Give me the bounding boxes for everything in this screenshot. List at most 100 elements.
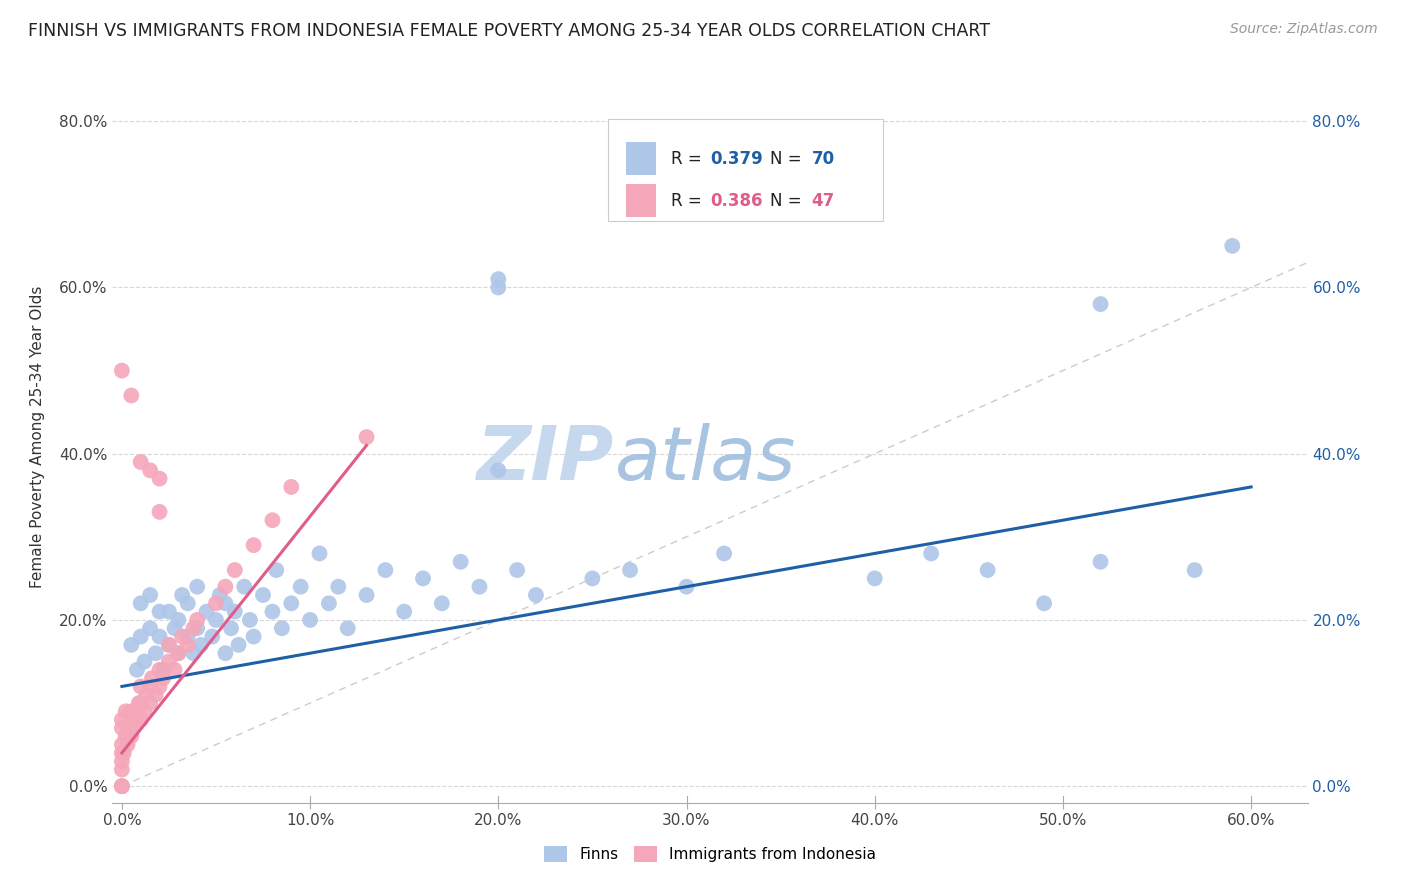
Point bbox=[242, 538, 264, 552]
Point bbox=[299, 613, 322, 627]
Point bbox=[336, 621, 359, 635]
Point bbox=[111, 779, 134, 793]
Point bbox=[145, 646, 167, 660]
Point bbox=[129, 596, 152, 610]
Point bbox=[374, 563, 396, 577]
Point bbox=[111, 746, 134, 760]
Point bbox=[145, 688, 167, 702]
Point bbox=[129, 713, 152, 727]
Text: FINNISH VS IMMIGRANTS FROM INDONESIA FEMALE POVERTY AMONG 25-34 YEAR OLDS CORREL: FINNISH VS IMMIGRANTS FROM INDONESIA FEM… bbox=[28, 22, 990, 40]
Point bbox=[1090, 297, 1112, 311]
Text: Source: ZipAtlas.com: Source: ZipAtlas.com bbox=[1230, 22, 1378, 37]
Text: N =: N = bbox=[770, 192, 807, 210]
Point bbox=[167, 646, 190, 660]
Point bbox=[328, 580, 350, 594]
Point bbox=[205, 613, 228, 627]
Point bbox=[157, 655, 180, 669]
Point bbox=[195, 605, 218, 619]
Text: atlas: atlas bbox=[614, 423, 796, 495]
Point bbox=[111, 738, 134, 752]
FancyBboxPatch shape bbox=[627, 142, 657, 175]
Point bbox=[148, 630, 170, 644]
Point bbox=[167, 646, 190, 660]
Point bbox=[1033, 596, 1056, 610]
Point bbox=[135, 688, 157, 702]
Point bbox=[356, 588, 378, 602]
Point bbox=[111, 713, 134, 727]
Point bbox=[163, 663, 186, 677]
FancyBboxPatch shape bbox=[627, 184, 657, 217]
Point bbox=[124, 713, 146, 727]
Point bbox=[172, 630, 194, 644]
Point bbox=[139, 680, 162, 694]
Point bbox=[139, 696, 162, 710]
Point bbox=[128, 696, 150, 710]
Y-axis label: Female Poverty Among 25-34 Year Olds: Female Poverty Among 25-34 Year Olds bbox=[31, 286, 45, 588]
Point bbox=[152, 663, 174, 677]
Point bbox=[224, 563, 246, 577]
Point bbox=[318, 596, 340, 610]
Point bbox=[112, 746, 135, 760]
Point bbox=[920, 546, 942, 560]
Point bbox=[111, 779, 134, 793]
Point bbox=[270, 621, 292, 635]
Point bbox=[581, 571, 603, 585]
Point bbox=[157, 605, 180, 619]
Point bbox=[167, 613, 190, 627]
Point bbox=[177, 596, 200, 610]
Point bbox=[114, 729, 136, 743]
Point bbox=[280, 596, 302, 610]
Point bbox=[141, 671, 163, 685]
Point bbox=[148, 680, 170, 694]
Point bbox=[163, 621, 186, 635]
Point bbox=[177, 630, 200, 644]
Point bbox=[205, 596, 228, 610]
Point bbox=[120, 638, 142, 652]
Point bbox=[177, 638, 200, 652]
Point bbox=[280, 480, 302, 494]
Point bbox=[111, 763, 134, 777]
Point bbox=[224, 605, 246, 619]
Point bbox=[139, 463, 162, 477]
Point bbox=[356, 430, 378, 444]
Point bbox=[1090, 555, 1112, 569]
Point bbox=[183, 621, 205, 635]
Point bbox=[186, 580, 208, 594]
Point bbox=[134, 655, 156, 669]
Point bbox=[486, 272, 509, 286]
Point bbox=[468, 580, 491, 594]
Point bbox=[152, 671, 174, 685]
Point bbox=[139, 588, 162, 602]
Text: 0.386: 0.386 bbox=[710, 192, 762, 210]
Point bbox=[486, 280, 509, 294]
Point bbox=[262, 513, 284, 527]
Point bbox=[122, 721, 145, 735]
Point bbox=[486, 463, 509, 477]
Point bbox=[619, 563, 641, 577]
Point bbox=[233, 580, 256, 594]
Point bbox=[262, 605, 284, 619]
Point bbox=[239, 613, 262, 627]
Point bbox=[214, 596, 236, 610]
Point bbox=[214, 646, 236, 660]
Point bbox=[111, 779, 134, 793]
Point bbox=[713, 546, 735, 560]
Text: 47: 47 bbox=[811, 192, 835, 210]
Point bbox=[111, 721, 134, 735]
Point bbox=[208, 588, 231, 602]
Point bbox=[125, 705, 148, 719]
Point bbox=[201, 630, 224, 644]
Point bbox=[120, 388, 142, 402]
Point bbox=[450, 555, 472, 569]
Point bbox=[129, 455, 152, 469]
Point bbox=[117, 738, 139, 752]
Point bbox=[186, 621, 208, 635]
Point bbox=[308, 546, 330, 560]
Point bbox=[264, 563, 287, 577]
Text: ZIP: ZIP bbox=[477, 423, 614, 496]
Point bbox=[863, 571, 886, 585]
Point bbox=[430, 596, 453, 610]
Point bbox=[148, 605, 170, 619]
Text: 0.379: 0.379 bbox=[710, 150, 763, 168]
Point bbox=[290, 580, 312, 594]
